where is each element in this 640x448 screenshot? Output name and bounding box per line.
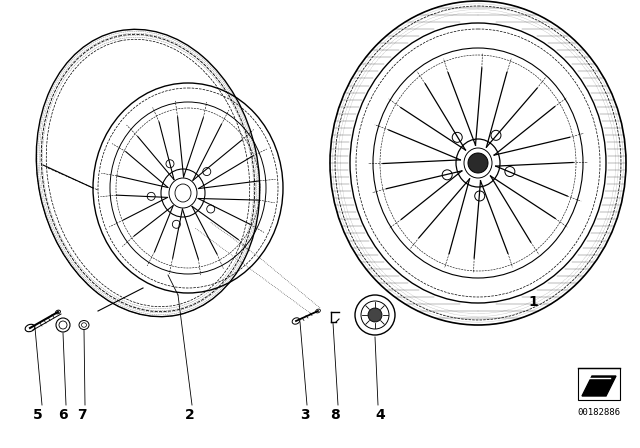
Bar <box>578 368 620 400</box>
Polygon shape <box>582 376 616 396</box>
Text: 2: 2 <box>185 408 195 422</box>
Text: 6: 6 <box>58 408 68 422</box>
Text: 5: 5 <box>33 408 43 422</box>
Text: 7: 7 <box>77 408 87 422</box>
Circle shape <box>468 153 488 173</box>
Text: 8: 8 <box>330 408 340 422</box>
Text: 4: 4 <box>375 408 385 422</box>
Text: 3: 3 <box>300 408 310 422</box>
Circle shape <box>368 308 382 322</box>
Text: 00182886: 00182886 <box>577 408 621 417</box>
Text: 1: 1 <box>528 295 538 309</box>
